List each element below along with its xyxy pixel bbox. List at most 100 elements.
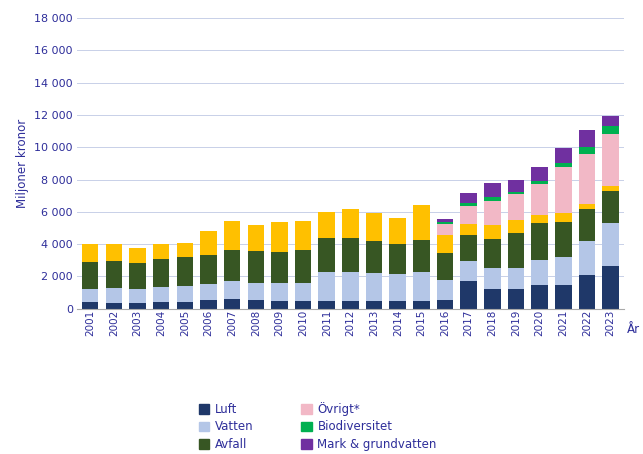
Y-axis label: Miljoner kronor: Miljoner kronor	[16, 119, 29, 208]
Bar	[460, 281, 477, 309]
Bar	[318, 271, 335, 301]
Bar	[555, 148, 572, 163]
Bar	[390, 244, 406, 274]
Bar	[129, 303, 146, 309]
Bar	[484, 268, 501, 289]
Bar	[129, 289, 146, 303]
Bar	[413, 240, 430, 272]
Bar	[579, 154, 595, 204]
Bar	[82, 302, 98, 309]
Bar	[508, 192, 524, 194]
Bar	[602, 186, 619, 191]
Bar	[460, 203, 477, 206]
Bar	[555, 168, 572, 213]
Bar	[82, 262, 98, 289]
Bar	[295, 283, 311, 301]
Bar	[200, 255, 217, 284]
Bar	[437, 300, 453, 309]
Bar	[602, 116, 619, 125]
Bar	[295, 301, 311, 309]
Bar	[295, 250, 311, 283]
Bar	[271, 301, 287, 309]
Bar	[508, 180, 524, 192]
Bar	[271, 222, 287, 252]
Bar	[437, 253, 453, 280]
Bar	[555, 213, 572, 222]
Bar	[224, 281, 240, 299]
Bar	[224, 299, 240, 309]
Bar	[366, 213, 383, 241]
Bar	[105, 244, 122, 261]
Bar	[318, 238, 335, 271]
Bar	[437, 219, 453, 222]
Bar	[508, 268, 524, 289]
Bar	[484, 197, 501, 201]
Bar	[105, 261, 122, 288]
Bar	[555, 222, 572, 257]
Bar	[413, 272, 430, 301]
Bar	[555, 257, 572, 285]
Bar	[579, 209, 595, 241]
Bar	[531, 285, 548, 309]
Bar	[602, 266, 619, 309]
Bar	[484, 225, 501, 239]
Bar	[390, 218, 406, 244]
Bar	[82, 244, 98, 262]
Bar	[271, 283, 287, 301]
Bar	[508, 220, 524, 233]
Bar	[579, 275, 595, 309]
Bar	[390, 274, 406, 301]
Bar	[460, 235, 477, 261]
Bar	[224, 221, 240, 250]
Bar	[295, 221, 311, 250]
Bar	[153, 244, 170, 259]
Bar	[437, 280, 453, 300]
Bar	[602, 223, 619, 266]
Bar	[460, 206, 477, 224]
Bar	[318, 212, 335, 238]
Bar	[508, 194, 524, 220]
Bar	[413, 205, 430, 240]
Bar	[531, 184, 548, 215]
Bar	[390, 301, 406, 309]
Bar	[508, 233, 524, 268]
Bar	[177, 257, 193, 286]
Bar	[200, 300, 217, 309]
Bar	[437, 224, 453, 235]
Bar	[366, 241, 383, 273]
Bar	[484, 289, 501, 309]
Bar	[129, 263, 146, 289]
Bar	[271, 252, 287, 283]
Bar	[531, 260, 548, 285]
Bar	[602, 125, 619, 133]
Bar	[602, 191, 619, 223]
Bar	[366, 273, 383, 301]
Bar	[460, 224, 477, 235]
Bar	[248, 283, 264, 300]
Bar	[484, 239, 501, 268]
Bar	[555, 285, 572, 309]
Bar	[248, 300, 264, 309]
Bar	[579, 147, 595, 154]
Bar	[200, 284, 217, 300]
Bar	[508, 289, 524, 309]
Bar	[153, 287, 170, 302]
Bar	[153, 302, 170, 309]
Bar	[318, 301, 335, 309]
Bar	[579, 241, 595, 275]
Bar	[602, 133, 619, 186]
Bar	[579, 204, 595, 209]
Bar	[484, 183, 501, 197]
Bar	[366, 301, 383, 309]
Bar	[413, 301, 430, 309]
Bar	[248, 225, 264, 252]
Bar	[105, 302, 122, 309]
Bar	[153, 259, 170, 287]
Bar	[342, 271, 359, 301]
Legend: Luft, Vatten, Avfall, Övrigt, Övrigt*, Biodiversitet, Mark & grundvatten, : Luft, Vatten, Avfall, Övrigt, Övrigt*, B…	[199, 402, 437, 454]
Bar	[437, 222, 453, 224]
Bar	[200, 231, 217, 255]
Bar	[105, 288, 122, 302]
Bar	[531, 181, 548, 184]
Bar	[82, 289, 98, 302]
